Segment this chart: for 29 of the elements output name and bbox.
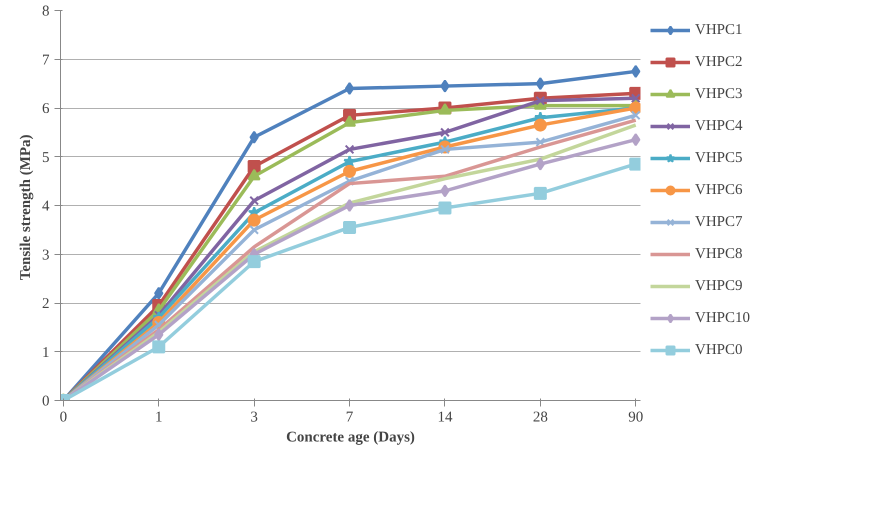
x-tick-label: 90 <box>628 410 644 426</box>
y-tick-label: 6 <box>42 101 50 117</box>
x-tick-label: 7 <box>346 410 354 426</box>
y-tick-label: 2 <box>42 296 50 312</box>
legend-label: VHPC6 <box>695 182 743 198</box>
x-tick-label: 1 <box>155 410 163 426</box>
x-tick-label: 14 <box>437 410 453 426</box>
legend-label: VHPC8 <box>695 246 743 262</box>
legend-label: VHPC4 <box>695 118 743 134</box>
y-tick-label: 5 <box>42 150 50 166</box>
y-axis-title: Tensile strength (MPa) <box>18 134 34 280</box>
x-tick-label: 0 <box>60 410 68 426</box>
legend-label: VHPC5 <box>695 150 743 166</box>
y-tick-label: 7 <box>42 52 50 68</box>
x-axis-title: Concrete age (Days) <box>286 430 415 446</box>
x-tick-label: 3 <box>250 410 258 426</box>
legend-label: VHPC1 <box>695 22 743 38</box>
legend-label: VHPC10 <box>695 310 750 326</box>
legend-label: VHPC2 <box>695 54 743 70</box>
legend-label: VHPC0 <box>695 342 743 358</box>
y-tick-label: 0 <box>42 394 50 410</box>
y-tick-label: 4 <box>42 198 50 214</box>
y-tick-label: 1 <box>42 344 50 361</box>
legend-label: VHPC3 <box>695 86 743 102</box>
legend-label: VHPC7 <box>695 214 743 230</box>
legend-label: VHPC9 <box>695 278 743 294</box>
y-tick-label: 3 <box>42 247 50 264</box>
y-tick-label: 8 <box>42 4 50 20</box>
x-tick-label: 28 <box>532 410 548 426</box>
